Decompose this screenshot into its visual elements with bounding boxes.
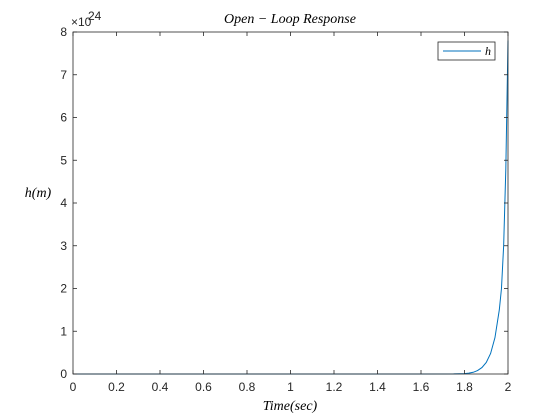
y-tick-label: 1 [60,324,67,338]
y-multiplier-base: ×10 [71,15,92,29]
y-tick-label: 2 [60,282,67,296]
y-tick-label: 4 [60,196,67,210]
x-axis-label: Time(sec) [263,399,318,414]
x-tick-label: 1.2 [326,380,343,394]
x-tick-label: 0 [70,380,77,394]
y-tick-label: 6 [60,111,67,125]
x-tick-label: 1.6 [413,380,430,394]
y-tick-label: 5 [60,153,67,167]
x-tick-label: 1.8 [456,380,473,394]
y-tick-label: 8 [60,25,67,39]
x-tick-label: 0.6 [195,380,212,394]
axes-layer: 0 0.2 0.4 0.6 0.8 1 1.2 1.4 1.6 1.8 2 0 1 2 3 4 5 6 7 8 [60,25,511,394]
y-tick-label: 7 [60,68,67,82]
x-tick-label: 1 [287,380,294,394]
x-tick-label: 0.4 [152,380,169,394]
x-tick-label: 2 [505,380,512,394]
chart-title: Open − Loop Response [224,12,356,27]
y-multiplier-exponent: 24 [88,9,102,23]
y-tick-label: 3 [60,239,67,253]
legend: h [437,41,496,61]
legend-entry-h: h [485,44,491,58]
x-tick-label: 0.2 [108,380,125,394]
plot-area [73,32,508,374]
y-axis-label: h(m) [25,186,52,201]
x-tick-label: 1.4 [369,380,386,394]
x-tick-label: 0.8 [239,380,256,394]
y-tick-label: 0 [60,367,67,381]
